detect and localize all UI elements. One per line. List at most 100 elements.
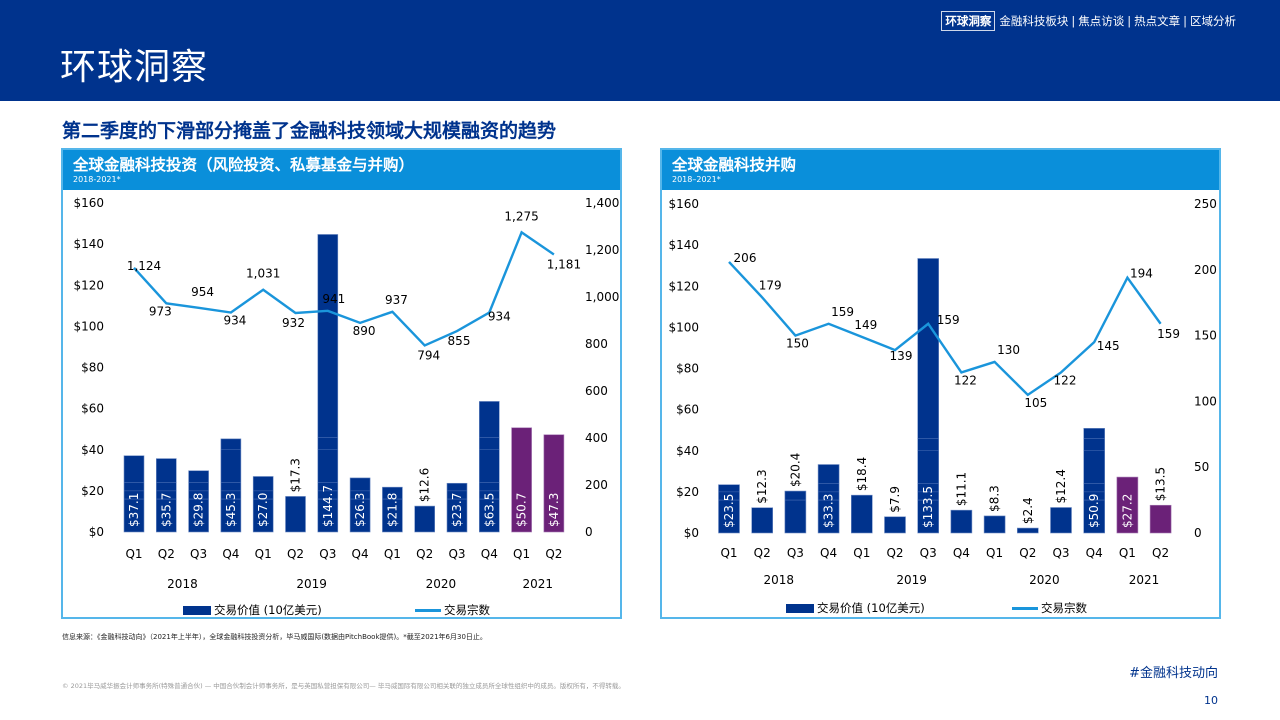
line-value-label: 932: [282, 316, 305, 330]
x-tick-label: Q1: [384, 547, 401, 561]
line-value-label: 1,275: [504, 209, 538, 223]
bar: [252, 476, 274, 533]
y-left-tick-label: $140: [73, 237, 104, 251]
line-value-label: 934: [488, 310, 511, 324]
bar-value-label: $47.3: [547, 493, 561, 527]
line-value-label: 194: [1130, 267, 1153, 281]
y-left-tick-label: $160: [73, 196, 104, 210]
x-tick-label: Q3: [319, 547, 336, 561]
bar-value-label: $21.8: [385, 493, 399, 527]
bar-value-label: $13.5: [1154, 467, 1168, 501]
line-value-label: 1,124: [127, 259, 161, 273]
chart-subtitle: 2018-2021*: [73, 175, 121, 184]
x-tick-label: Q1: [986, 546, 1003, 560]
line-value-label: 941: [322, 292, 345, 306]
chart-header: 全球金融科技投资（风险投资、私募基金与并购） 2018-2021*: [63, 150, 620, 190]
x-tick-label: Q4: [481, 547, 498, 561]
bar-value-label: $20.4: [788, 453, 802, 487]
nav-item-global-insight[interactable]: 环球洞察: [941, 11, 996, 31]
x-tick-label: Q3: [190, 547, 207, 561]
y-left-tick-label: $100: [668, 320, 699, 334]
y-left-tick-label: $80: [676, 362, 699, 376]
bar: [950, 509, 973, 534]
chart-header: 全球金融科技并购 2018–2021*: [662, 150, 1219, 190]
bar-value-label: $2.4: [1021, 497, 1035, 524]
x-tick-label: Q2: [416, 547, 433, 561]
y-left-tick-label: $120: [668, 279, 699, 293]
y-left-tick-label: $60: [81, 402, 104, 416]
bar: [718, 484, 740, 534]
legend-item-deal-value: 交易价值 (10亿美元): [786, 600, 925, 616]
bar: [188, 470, 209, 533]
x-year-label: 2020: [1029, 573, 1060, 587]
x-tick-label: Q3: [787, 546, 804, 560]
y-left-tick-label: $140: [668, 238, 699, 252]
nav-item-interviews[interactable]: 焦点访谈: [1078, 14, 1125, 28]
bar-value-label: $23.5: [722, 494, 736, 528]
chart-subtitle: 2018–2021*: [672, 175, 721, 184]
x-tick-label: Q1: [255, 547, 272, 561]
x-tick-label: Q1: [513, 547, 530, 561]
line-value-label: 1,031: [246, 267, 280, 281]
bar: [1149, 504, 1172, 534]
y-right-tick-label: 200: [1194, 263, 1217, 277]
legend-item-deal-count: 交易宗数: [415, 602, 490, 618]
line-value-label: 206: [734, 251, 757, 265]
bar-value-label: $45.3: [224, 493, 238, 527]
x-tick-label: Q1: [125, 547, 142, 561]
legend-item-deal-value: 交易价值 (10亿美元): [183, 602, 322, 618]
bar-value-label: $11.1: [954, 472, 968, 506]
x-tick-label: Q1: [1119, 546, 1136, 560]
y-left-tick-label: $20: [81, 484, 104, 498]
bar: [1016, 527, 1039, 534]
line-value-label: 149: [854, 318, 877, 332]
header-bar: 环球洞察 环球洞察 金融科技板块 | 焦点访谈 | 热点文章 | 区域分析: [0, 0, 1280, 101]
line-value-label: 159: [831, 305, 854, 319]
y-right-tick-label: 200: [585, 478, 608, 492]
line-value-label: 130: [997, 343, 1020, 357]
x-tick-label: Q1: [720, 546, 737, 560]
hashtag-link[interactable]: #金融科技动向: [1129, 666, 1218, 681]
bar-value-label: $26.3: [353, 493, 367, 527]
line-value-label: 973: [149, 304, 172, 318]
x-tick-label: Q4: [1086, 546, 1103, 560]
y-right-tick-label: 50: [1194, 460, 1209, 474]
slide-headline: 第二季度的下滑部分掩盖了金融科技领域大规模融资的趋势: [62, 120, 557, 142]
line-value-label: 105: [1024, 396, 1047, 410]
y-left-tick-label: $60: [676, 403, 699, 417]
y-left-tick-label: $40: [676, 444, 699, 458]
line-value-label: 937: [385, 293, 408, 307]
x-tick-label: Q1: [853, 546, 870, 560]
line-value-label: 890: [353, 324, 376, 338]
bar-value-label: $50.7: [515, 493, 529, 527]
bar: [1050, 507, 1072, 534]
x-tick-label: Q2: [1019, 546, 1036, 560]
line-value-label: 934: [223, 314, 246, 328]
deal-count-line: [133, 230, 555, 347]
x-tick-label: Q4: [953, 546, 970, 560]
bar-value-label: $7.9: [888, 486, 902, 513]
nav-item-regional-analysis[interactable]: 区域分析: [1190, 14, 1236, 28]
y-right-tick-label: 150: [1194, 329, 1217, 343]
x-tick-label: Q3: [920, 546, 937, 560]
x-tick-label: Q2: [754, 546, 771, 560]
y-right-tick-label: 1,200: [585, 243, 619, 257]
legend-line-swatch: [1012, 606, 1038, 610]
page-title: 环球洞察: [60, 47, 209, 88]
x-year-label: 2021: [522, 577, 553, 591]
nav-item-fintech-sector[interactable]: 金融科技板块: [999, 14, 1069, 28]
y-right-tick-label: 400: [585, 431, 608, 445]
x-tick-label: Q3: [448, 547, 465, 561]
y-left-tick-label: $100: [73, 319, 104, 333]
line-value-label: 122: [1054, 373, 1077, 387]
mna-chart: $0 $20 $40 $60 $80 $100 $120 $140 $160 0 50 100 150 2…: [668, 197, 1217, 587]
legend-line-swatch: [415, 608, 441, 612]
bar: [511, 427, 532, 533]
bar: [784, 490, 807, 534]
line-value-label: 150: [786, 337, 809, 351]
legend-item-deal-count: 交易宗数: [1012, 600, 1087, 616]
nav-item-hot-articles[interactable]: 热点文章: [1134, 14, 1181, 28]
x-tick-label: Q4: [820, 546, 837, 560]
bar: [817, 464, 840, 534]
x-tick-label: Q2: [1152, 546, 1169, 560]
